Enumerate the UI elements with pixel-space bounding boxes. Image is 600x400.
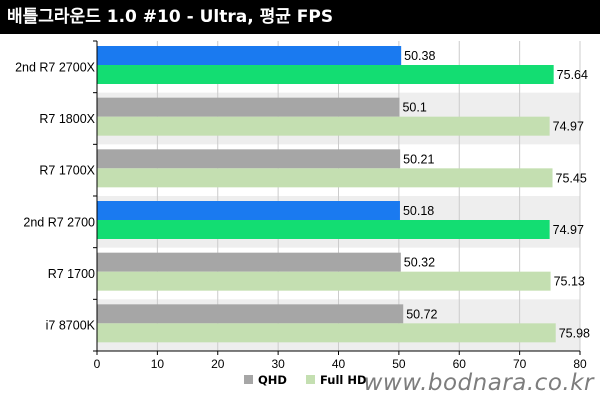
category-label: R7 1700X xyxy=(39,164,95,178)
bar-fullhd xyxy=(97,65,554,84)
data-label-fullhd: 74.97 xyxy=(553,120,584,134)
bar-qhd xyxy=(97,46,402,65)
data-label-fullhd: 75.64 xyxy=(557,68,588,82)
chart-title: 배틀그라운드 1.0 #10 - Ultra, 평균 FPS xyxy=(7,7,334,27)
bar-qhd xyxy=(97,252,401,272)
legend-label-qhd: QHD xyxy=(258,373,287,387)
watermark: www.bodnara.co.kr xyxy=(363,370,594,396)
bar-qhd xyxy=(97,201,400,220)
data-label-qhd: 50.72 xyxy=(406,307,437,321)
category-label: 2nd R7 2700 xyxy=(23,215,95,229)
category-label: i7 8700K xyxy=(46,319,96,333)
bar-fullhd xyxy=(97,220,550,239)
bar-fullhd xyxy=(97,271,551,291)
legend-label-fullhd: Full HD xyxy=(320,373,367,387)
data-label-qhd: 50.21 xyxy=(403,152,434,166)
data-label-fullhd: 75.98 xyxy=(559,326,590,340)
x-tick-label: 30 xyxy=(271,357,285,371)
title-bar: 배틀그라운드 1.0 #10 - Ultra, 평균 FPS xyxy=(0,0,600,34)
data-label-fullhd: 75.45 xyxy=(556,171,587,185)
data-label-fullhd: 74.97 xyxy=(553,223,584,237)
x-tick-label: 10 xyxy=(151,357,165,371)
bar-fullhd xyxy=(97,168,553,188)
bar-fullhd xyxy=(97,323,556,343)
x-tick-label: 20 xyxy=(211,357,225,371)
category-label: R7 1700 xyxy=(48,267,95,281)
legend-swatch-fullhd xyxy=(306,375,315,384)
bar-qhd xyxy=(97,149,401,169)
x-tick-label: 40 xyxy=(332,357,346,371)
data-label-qhd: 50.18 xyxy=(403,204,434,218)
x-tick-label: 80 xyxy=(573,357,587,371)
bar-fullhd xyxy=(97,116,550,136)
bar-qhd xyxy=(97,304,404,324)
x-tick-label: 0 xyxy=(94,357,101,371)
category-label: R7 1800X xyxy=(39,112,95,126)
data-label-qhd: 50.38 xyxy=(404,49,435,63)
category-label: 2nd R7 2700X xyxy=(15,60,96,74)
x-tick-label: 60 xyxy=(453,357,467,371)
data-label-fullhd: 75.13 xyxy=(554,275,585,289)
bar-qhd xyxy=(97,97,400,117)
x-tick-label: 50 xyxy=(392,357,406,371)
data-label-qhd: 50.32 xyxy=(404,256,435,270)
x-tick-label: 70 xyxy=(513,357,527,371)
data-label-qhd: 50.1 xyxy=(402,101,426,115)
legend-swatch-qhd xyxy=(244,375,253,384)
